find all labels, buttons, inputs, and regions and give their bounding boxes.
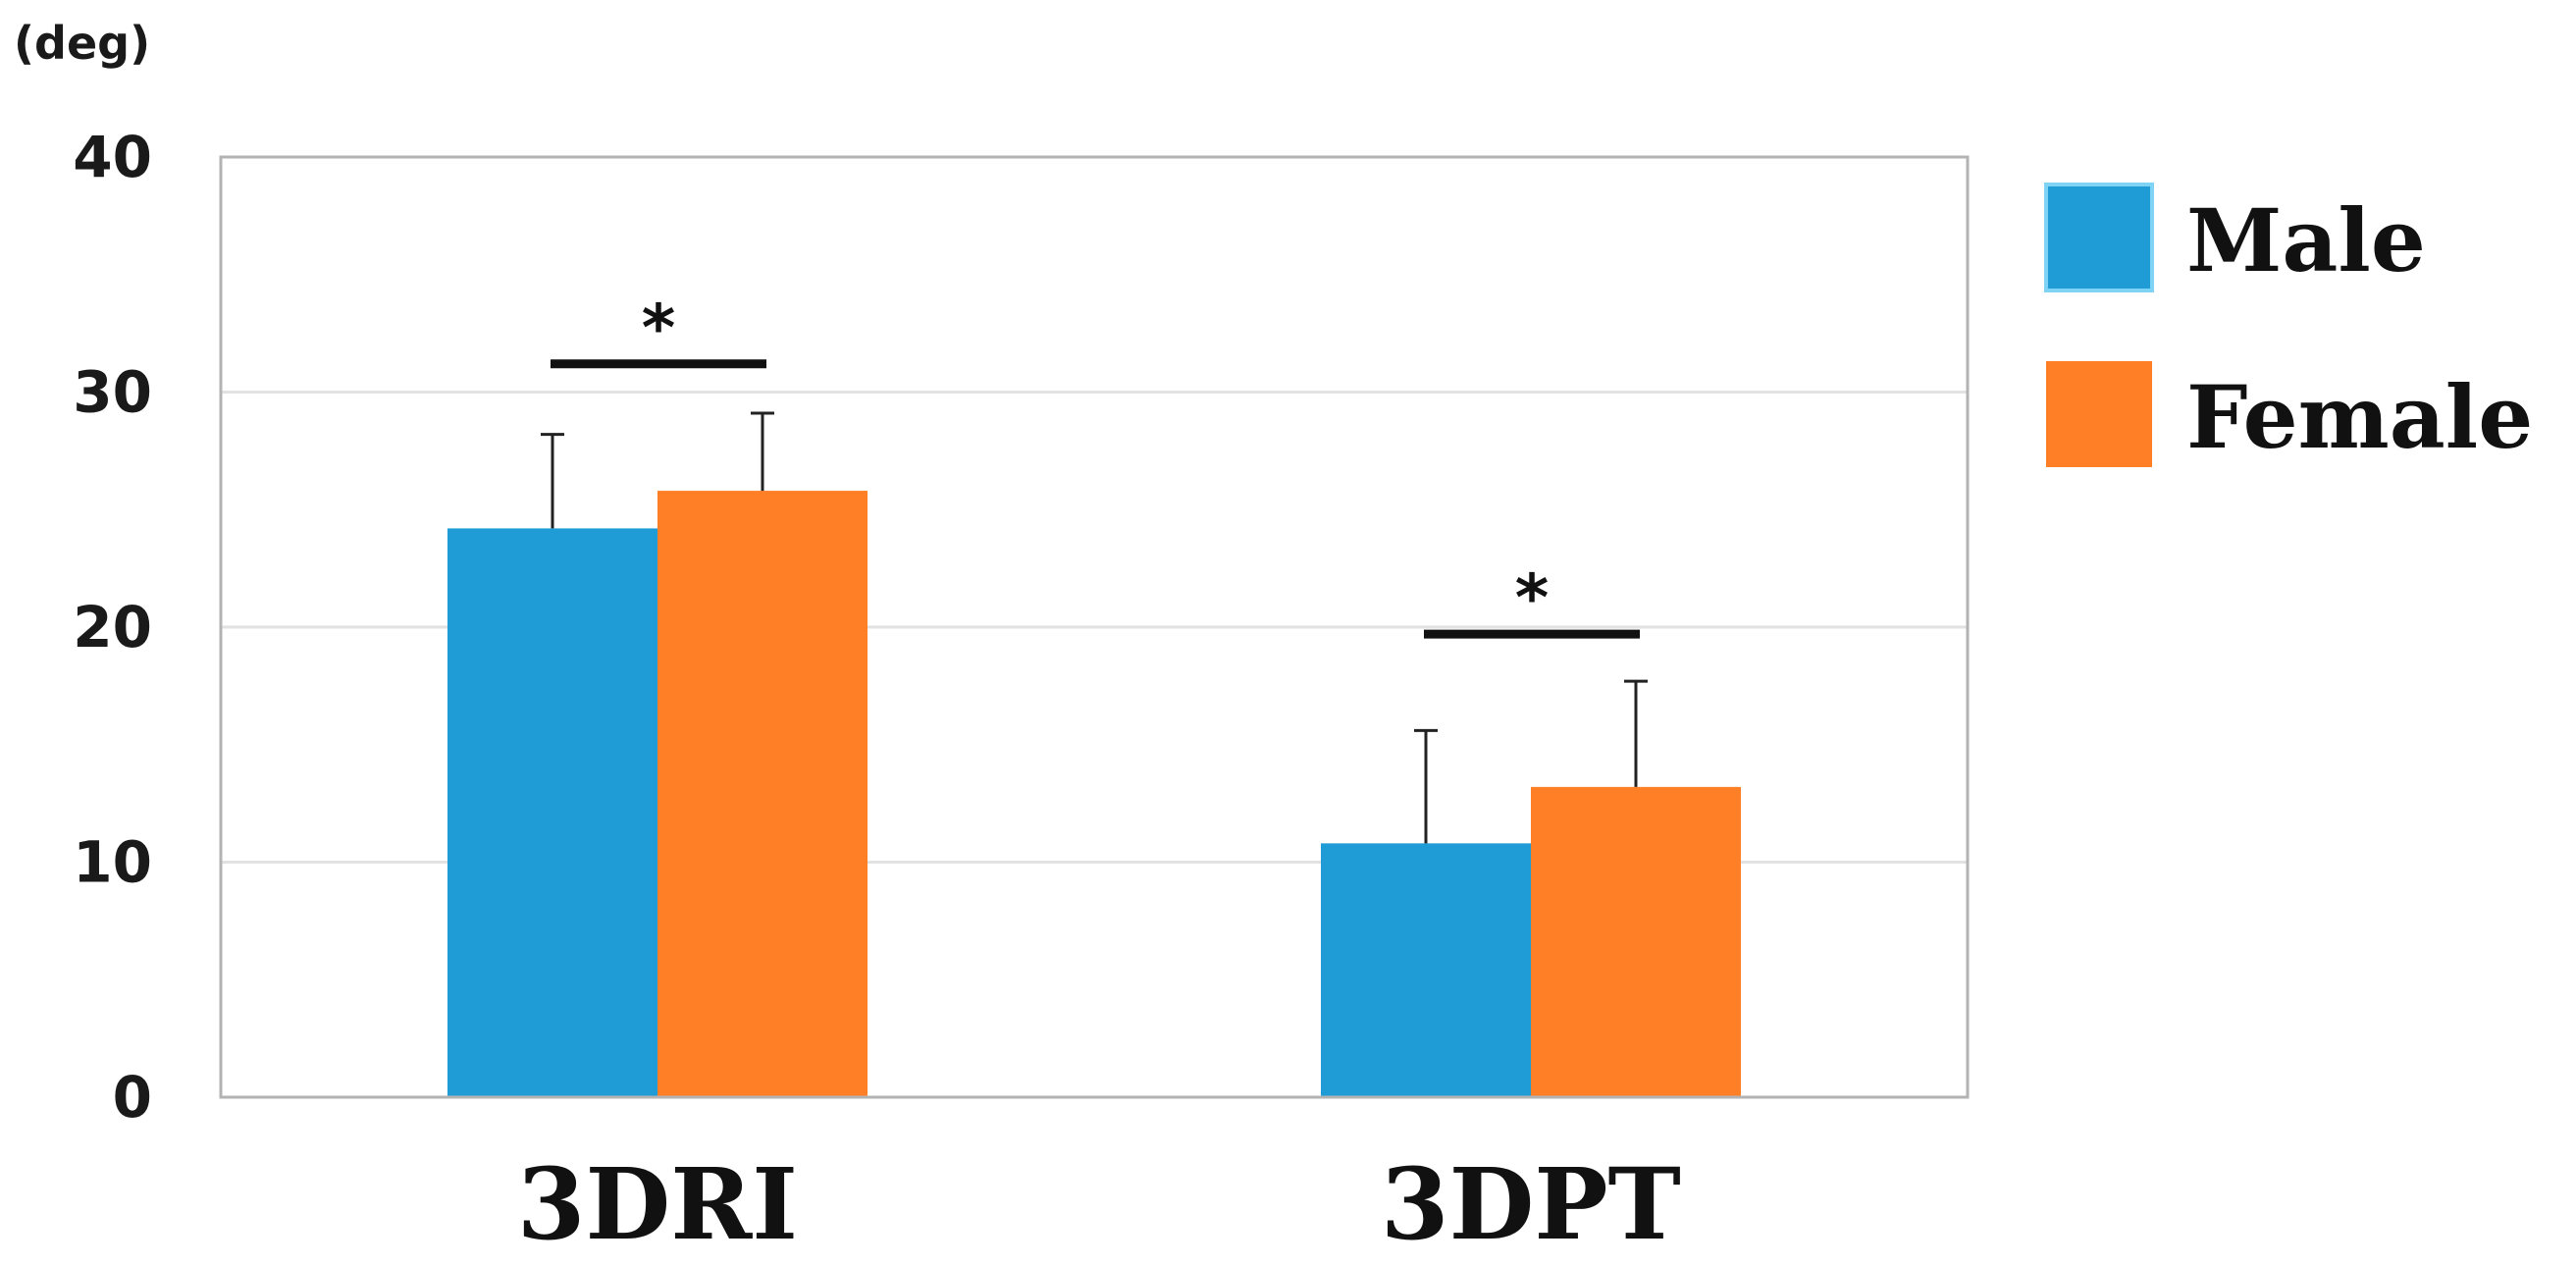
significance-asterisk: * (642, 290, 676, 366)
y-tick-label: 40 (73, 124, 152, 190)
significance-asterisk: * (1515, 560, 1550, 636)
legend-swatch-male (2044, 183, 2154, 292)
bar-male (1321, 843, 1531, 1097)
bar-female (1531, 786, 1741, 1097)
y-tick-label: 0 (113, 1064, 152, 1131)
y-tick-label: 30 (73, 359, 152, 426)
plot-frame (219, 155, 1970, 1099)
legend-label-male: Male (2186, 189, 2426, 291)
legend: Male Female (2044, 183, 2533, 468)
significance-markers: ** (551, 290, 1640, 639)
y-tick-label: 20 (73, 594, 152, 660)
x-category-label: 3DRI (517, 1146, 798, 1262)
bar-female (657, 491, 867, 1098)
y-axis-unit-label: (deg) (14, 17, 150, 70)
y-axis-ticks: 0 10 20 30 40 (73, 124, 152, 1131)
legend-label-female: Female (2186, 366, 2533, 468)
x-category-label: 3DPT (1381, 1146, 1681, 1262)
legend-swatch-female (2046, 361, 2152, 467)
x-axis-categories: 3DRI 3DPT (517, 1146, 1681, 1262)
bars (447, 411, 1741, 1098)
y-tick-label: 10 (73, 829, 152, 896)
bar-male (447, 528, 657, 1097)
